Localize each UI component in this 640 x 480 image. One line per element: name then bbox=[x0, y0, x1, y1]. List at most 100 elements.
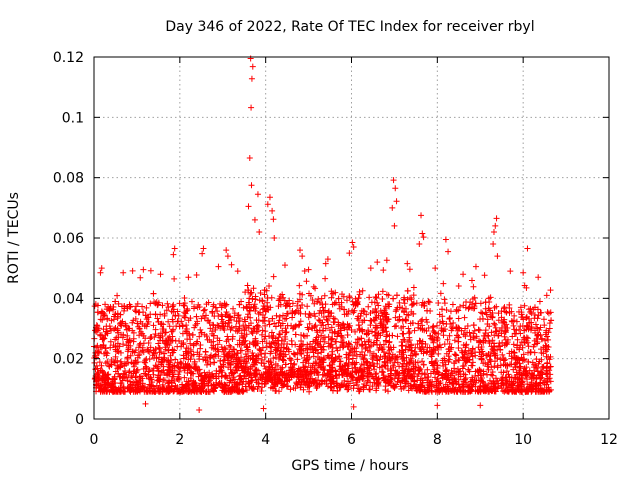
data-point bbox=[244, 344, 251, 351]
data-point bbox=[304, 332, 311, 339]
data-point bbox=[330, 319, 337, 326]
data-point bbox=[258, 331, 265, 338]
data-point bbox=[318, 349, 325, 356]
data-point bbox=[182, 382, 189, 389]
data-point bbox=[449, 370, 456, 377]
data-point bbox=[431, 329, 438, 336]
data-point bbox=[311, 323, 318, 330]
data-point bbox=[230, 374, 237, 381]
data-point bbox=[468, 362, 475, 369]
data-point bbox=[523, 376, 530, 383]
data-point bbox=[245, 287, 252, 294]
data-point bbox=[501, 319, 508, 326]
data-point bbox=[284, 310, 291, 317]
data-point bbox=[289, 341, 296, 348]
data-point bbox=[285, 348, 292, 355]
data-point bbox=[266, 363, 273, 370]
data-point bbox=[202, 348, 209, 355]
data-point bbox=[225, 357, 232, 364]
data-point bbox=[186, 387, 193, 394]
data-point bbox=[518, 354, 525, 361]
data-point-peak bbox=[157, 271, 164, 278]
data-point bbox=[146, 375, 153, 382]
data-point-peak bbox=[367, 265, 374, 272]
data-point bbox=[360, 356, 367, 363]
data-point bbox=[160, 325, 167, 332]
data-point bbox=[346, 293, 353, 300]
data-point bbox=[124, 354, 131, 361]
data-point bbox=[356, 291, 363, 298]
data-point bbox=[124, 348, 131, 355]
data-point bbox=[288, 374, 295, 381]
data-point bbox=[399, 342, 406, 349]
data-point-peak bbox=[200, 245, 207, 252]
data-point bbox=[359, 373, 366, 380]
data-point bbox=[227, 344, 234, 351]
data-point bbox=[399, 363, 406, 370]
data-point bbox=[490, 340, 497, 347]
data-point bbox=[121, 303, 128, 310]
data-point bbox=[402, 316, 409, 323]
data-point bbox=[427, 378, 434, 385]
data-point bbox=[399, 378, 406, 385]
data-point bbox=[244, 314, 251, 321]
data-point bbox=[476, 349, 483, 356]
data-point bbox=[136, 378, 143, 385]
data-point bbox=[272, 346, 279, 353]
data-point bbox=[393, 381, 400, 388]
data-point bbox=[92, 375, 99, 382]
data-point bbox=[124, 377, 131, 384]
data-point bbox=[205, 374, 212, 381]
data-point bbox=[383, 257, 390, 264]
data-point-peak bbox=[196, 406, 203, 413]
data-point bbox=[325, 321, 332, 328]
data-point bbox=[530, 343, 537, 350]
data-point bbox=[435, 344, 442, 351]
data-point bbox=[178, 360, 185, 367]
data-point bbox=[166, 323, 173, 330]
data-point bbox=[378, 369, 385, 376]
data-point bbox=[390, 363, 397, 370]
data-point bbox=[500, 355, 507, 362]
data-point bbox=[117, 311, 124, 318]
data-point bbox=[165, 366, 172, 373]
data-point bbox=[456, 384, 463, 391]
data-point bbox=[346, 380, 353, 387]
data-point bbox=[518, 388, 525, 395]
data-point bbox=[405, 325, 412, 332]
data-point bbox=[398, 353, 405, 360]
data-point bbox=[462, 325, 469, 332]
data-point bbox=[355, 374, 362, 381]
data-point bbox=[482, 299, 489, 306]
data-point bbox=[367, 361, 374, 368]
data-point bbox=[371, 309, 378, 316]
data-point bbox=[264, 294, 271, 301]
data-point bbox=[316, 310, 323, 317]
data-point bbox=[409, 320, 416, 327]
data-point bbox=[154, 315, 161, 322]
data-point bbox=[165, 336, 172, 343]
data-point bbox=[502, 328, 509, 335]
data-point bbox=[248, 374, 255, 381]
data-point bbox=[112, 298, 119, 305]
data-point bbox=[194, 388, 201, 395]
data-point bbox=[534, 325, 541, 332]
data-point bbox=[511, 361, 518, 368]
data-point bbox=[495, 317, 502, 324]
y-axis-label: ROTI / TECUs bbox=[6, 192, 22, 284]
data-point bbox=[225, 319, 232, 326]
data-point bbox=[410, 300, 417, 307]
data-point bbox=[343, 310, 350, 317]
data-point-peak bbox=[393, 198, 400, 205]
data-point bbox=[227, 313, 234, 320]
data-point-peak bbox=[247, 55, 254, 62]
data-point bbox=[271, 376, 278, 383]
data-point bbox=[99, 336, 106, 343]
data-point bbox=[208, 344, 215, 351]
data-point bbox=[398, 386, 405, 393]
data-point bbox=[251, 303, 258, 310]
data-point bbox=[231, 314, 238, 321]
data-point bbox=[489, 337, 496, 344]
data-point bbox=[188, 352, 195, 359]
data-point-peak bbox=[248, 104, 255, 111]
